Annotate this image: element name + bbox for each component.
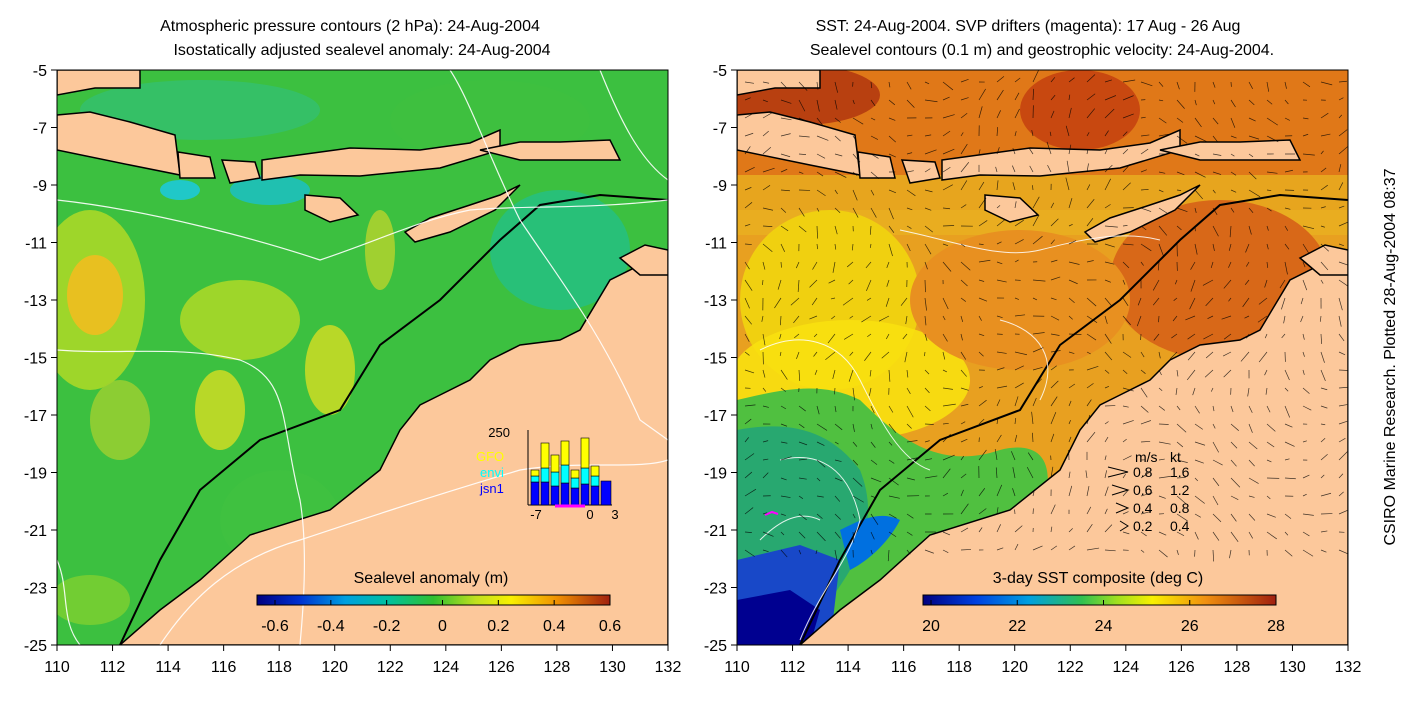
- right-colorbar-label: 3-day SST composite (deg C): [993, 570, 1203, 587]
- right-ytick-label: -15: [704, 351, 727, 368]
- right-ytick-label: -7: [713, 121, 727, 138]
- right-xtick-label: 120: [1001, 659, 1028, 676]
- vector-legend-ms: 0.8: [1133, 464, 1153, 480]
- left-ytick-label: -13: [24, 293, 47, 310]
- right-ytick-label: -9: [713, 178, 727, 195]
- left-xtick-label: 124: [432, 659, 459, 676]
- right-ytick-label: -21: [704, 523, 727, 540]
- left-ytick-label: -23: [24, 581, 47, 598]
- left-ytick-label: -11: [25, 236, 47, 253]
- inset-ymax-label: 250: [488, 425, 510, 440]
- right-map-panel: SST: 24-Aug-2004. SVP drifters (magenta)…: [704, 18, 1362, 676]
- colorbar-tick-label: 24: [1095, 618, 1113, 635]
- right-xtick-label: 128: [1224, 659, 1251, 676]
- left-xtick-label: 132: [655, 659, 682, 676]
- right-xtick-label: 110: [724, 659, 750, 676]
- vector-legend-kt: 0.4: [1170, 518, 1190, 534]
- credit-text: CSIRO Marine Research. Plotted 28-Aug-20…: [1382, 168, 1399, 545]
- left-colorbar-ramp: [256, 594, 611, 606]
- right-xtick-label: 132: [1335, 659, 1362, 676]
- left-ytick-label: -25: [24, 638, 47, 655]
- left-xtick-label: 122: [377, 659, 404, 676]
- right-ytick-label: -13: [704, 293, 727, 310]
- colorbar-tick-label: 0.4: [543, 618, 565, 635]
- right-xtick-label: 130: [1279, 659, 1306, 676]
- colorbar-tick-label: -0.4: [317, 618, 345, 635]
- colorbar-tick-label: 20: [922, 618, 940, 635]
- right-xtick-label: 116: [891, 659, 917, 676]
- left-colorbar: Sealevel anomaly (m) -0.6 -0.4 -0.2 0 0.2 0.4…: [256, 570, 621, 635]
- left-ytick-label: -21: [24, 523, 47, 540]
- inset-legend-gfo: GFO: [476, 449, 504, 464]
- right-xtick-label: 126: [1168, 659, 1195, 676]
- left-inset-histogram: 250: [476, 425, 619, 522]
- right-ytick-label: -25: [704, 638, 727, 655]
- left-ytick-label: -17: [24, 408, 47, 425]
- vector-legend-kt: 1.2: [1170, 482, 1190, 498]
- left-colorbar-label: Sealevel anomaly (m): [354, 570, 509, 587]
- right-ytick-label: -11: [705, 236, 727, 253]
- colorbar-tick-label: -0.2: [373, 618, 401, 635]
- right-xtick-label: 112: [780, 659, 806, 676]
- right-map-field: [737, 70, 1348, 645]
- vector-legend-kt: 0.8: [1170, 500, 1190, 516]
- colorbar-tick-label: 0.2: [487, 618, 509, 635]
- left-xtick-label: 128: [544, 659, 571, 676]
- inset-bars: [530, 437, 612, 506]
- left-xtick-label: 112: [100, 659, 126, 676]
- colorbar-tick-label: -0.6: [261, 618, 289, 635]
- geostrophic-velocity-vectors: [744, 70, 1348, 562]
- right-xtick-label: 124: [1112, 659, 1139, 676]
- vector-scale-legend: m/s kt 0.8 1.6 0.6 1.2 0.4 0.8 0.2 0.4: [1107, 449, 1190, 534]
- left-xtick-label: 116: [211, 659, 237, 676]
- left-ytick-label: -7: [33, 121, 47, 138]
- inset-legend-envi: envi: [480, 465, 504, 480]
- right-ytick-label: -17: [704, 408, 727, 425]
- right-xtick-label: 114: [835, 659, 861, 676]
- right-xtick-label: 122: [1057, 659, 1084, 676]
- left-ytick-label: -9: [33, 178, 47, 195]
- colorbar-tick-label: 0.6: [599, 618, 621, 635]
- left-ytick-label: -5: [33, 63, 47, 80]
- vector-legend-ms: 0.4: [1133, 500, 1153, 516]
- left-xtick-label: 120: [321, 659, 348, 676]
- left-x-axis: 110 112 114 116 118 120 122 124 126 128 130 132: [44, 645, 681, 676]
- right-colorbar: 3-day SST composite (deg C) 20 22 24 26 28: [922, 570, 1285, 635]
- vector-legend-ms: 0.2: [1133, 518, 1153, 534]
- colorbar-tick-label: 26: [1181, 618, 1199, 635]
- right-x-axis: 110 112 114 116 118 120 122 124 126 128 130 132: [724, 645, 1361, 676]
- right-xtick-label: 118: [946, 659, 972, 676]
- left-xtick-label: 130: [599, 659, 626, 676]
- left-title-line2: Isostatically adjusted sealevel anomaly:…: [173, 42, 550, 59]
- left-map-field: [57, 70, 668, 645]
- vector-legend-header-kt: kt: [1170, 449, 1181, 465]
- inset-xtick-0: 0: [586, 507, 593, 522]
- vector-legend-kt: 1.6: [1170, 464, 1190, 480]
- left-xtick-label: 110: [44, 659, 70, 676]
- left-xtick-label: 114: [155, 659, 181, 676]
- inset-xtick-neg7: -7: [530, 507, 542, 522]
- inset-legend-jsn1: jsn1: [479, 481, 504, 496]
- colorbar-tick-label: 28: [1267, 618, 1285, 635]
- inset-xtick-3: 3: [611, 507, 618, 522]
- right-ytick-label: -23: [704, 581, 727, 598]
- vector-legend-ms: 0.6: [1133, 482, 1153, 498]
- left-map-panel: Atmospheric pressure contours (2 hPa): 2…: [24, 18, 682, 676]
- right-ytick-label: -5: [713, 63, 727, 80]
- right-y-axis: -5 -7 -9 -11 -13 -15 -17 -19 -21 -23 -25: [704, 63, 737, 655]
- vector-legend-header-ms: m/s: [1135, 449, 1158, 465]
- colorbar-tick-label: 22: [1008, 618, 1026, 635]
- right-title-line2: Sealevel contours (0.1 m) and geostrophi…: [810, 42, 1274, 59]
- right-title-line1: SST: 24-Aug-2004. SVP drifters (magenta)…: [816, 18, 1241, 35]
- left-xtick-label: 126: [488, 659, 515, 676]
- colorbar-tick-label: 0: [438, 618, 447, 635]
- left-title-line1: Atmospheric pressure contours (2 hPa): 2…: [160, 18, 540, 35]
- right-colorbar-ramp: [922, 594, 1277, 606]
- left-ytick-label: -19: [24, 466, 47, 483]
- right-ytick-label: -19: [704, 466, 727, 483]
- left-y-axis: -5 -7 -9 -11 -13 -15 -17 -19 -21 -23 -25: [24, 63, 57, 655]
- left-xtick-label: 118: [266, 659, 292, 676]
- left-ytick-label: -15: [24, 351, 47, 368]
